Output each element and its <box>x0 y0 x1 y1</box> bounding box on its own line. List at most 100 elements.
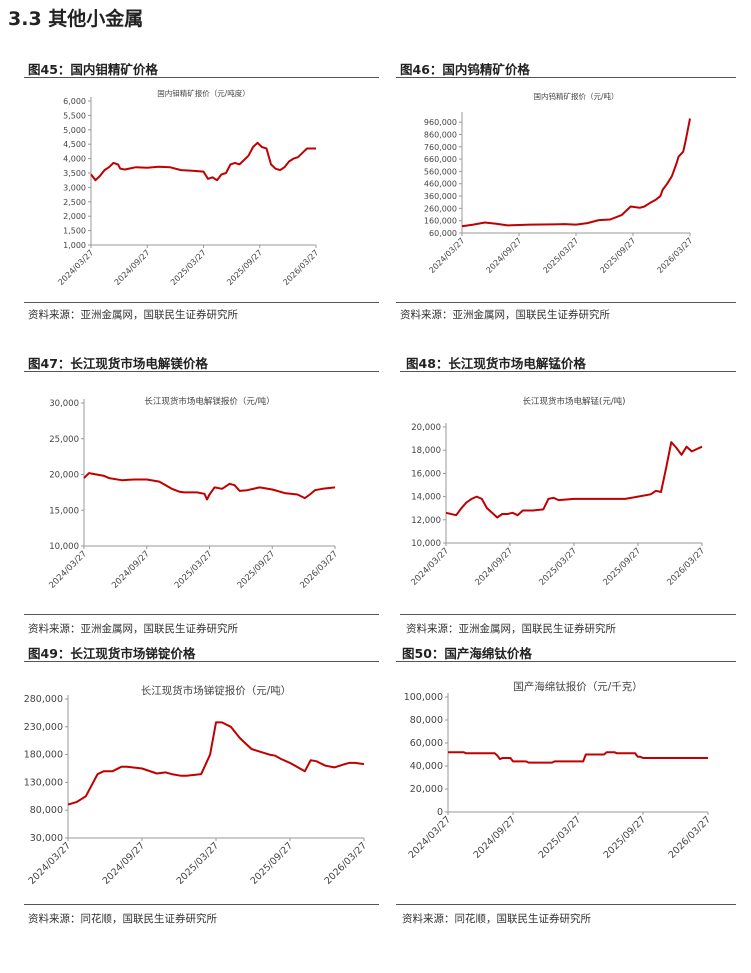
section-title: 3.3 其他小金属 <box>8 8 144 30</box>
magnesium-chart: 长江现货市场电解镁报价（元/吨） 30,000 25,000 20,000 15,000… <box>47 396 340 591</box>
y-tick-label: 1,500 <box>63 227 86 236</box>
y-tick-label: 2,500 <box>63 198 86 207</box>
y-tick-label: 25,000 <box>49 435 79 445</box>
series-line <box>445 441 703 519</box>
series-line <box>461 118 691 228</box>
x-tick-label: 2024/09/27 <box>110 549 152 591</box>
y-tick-label: 4,500 <box>63 140 86 149</box>
y-tick-label: 60,000 <box>429 229 457 238</box>
series-line <box>448 751 708 764</box>
x-tick-label: 2025/09/27 <box>601 546 643 588</box>
x-tick-label: 2025/09/27 <box>598 236 637 275</box>
tungsten-chart: 国内钨精矿报价（元/吨） 960,000 860,000 760,000 660,000… <box>424 91 695 275</box>
y-tick-label: 230,000 <box>24 722 63 733</box>
x-tick-label: 2025/03/27 <box>537 546 579 588</box>
y-tick-label: 860,000 <box>424 130 457 139</box>
chart-title: 长江现货市场锑锭报价（元/吨） <box>141 684 292 697</box>
x-tick-label: 2024/09/27 <box>473 546 515 588</box>
chart-title: 长江现货市场电解镁报价（元/吨） <box>144 396 274 407</box>
y-tick-label: 0 <box>437 807 443 818</box>
y-tick-label: 2,000 <box>63 212 86 221</box>
x-tick-label: 2024/03/27 <box>27 840 74 887</box>
molybdenum-chart: 国内钼精矿报价（元/吨度） 6,000 5,500 5,000 4,500 4,000 3,… <box>56 88 320 287</box>
y-tick-label: 80,000 <box>410 715 443 726</box>
y-tick-label: 12,000 <box>411 516 441 526</box>
y-tick-label: 460,000 <box>424 180 457 189</box>
x-tick-label: 2026/03/27 <box>667 814 714 861</box>
figure-source: 资料来源：亚洲金属网，国联民生证券研究所 <box>406 623 616 635</box>
y-tick-label: 10,000 <box>49 542 79 552</box>
y-tick-label: 5,500 <box>63 111 86 120</box>
x-tick-label: 2025/03/27 <box>175 840 222 887</box>
y-tick-label: 3,000 <box>63 183 86 192</box>
y-tick-label: 20,000 <box>49 471 79 481</box>
x-tick-label: 2026/03/27 <box>665 546 707 588</box>
figure-rule <box>396 661 736 662</box>
figure-rule <box>400 614 736 615</box>
figure-title: 图47：长江现货市场电解镁价格 <box>28 356 208 371</box>
x-tick-label: 2024/03/27 <box>409 546 451 588</box>
y-tick-label: 560,000 <box>424 167 457 176</box>
y-tick-label: 30,000 <box>49 399 79 409</box>
y-tick-label: 100,000 <box>404 692 443 703</box>
y-tick-label: 760,000 <box>424 143 457 152</box>
figure-rule <box>24 302 379 303</box>
y-tick-label: 18,000 <box>411 446 441 456</box>
figure-rule <box>24 77 379 78</box>
y-tick-label: 3,500 <box>63 169 86 178</box>
x-tick-label: 2026/03/27 <box>298 549 340 591</box>
x-tick-label: 2024/03/27 <box>407 814 454 861</box>
figure-source: 资料来源：亚洲金属网，国联民生证券研究所 <box>400 309 610 321</box>
y-tick-label: 260,000 <box>424 204 457 213</box>
figure-title: 图45：国内钼精矿价格 <box>28 62 158 77</box>
chart-title: 长江现货市场电解锰(元/吨) <box>523 396 626 407</box>
x-tick-label: 2025/03/27 <box>169 248 208 287</box>
series-line <box>83 472 336 501</box>
x-tick-label: 2024/03/27 <box>427 236 466 275</box>
y-tick-label: 4,000 <box>63 155 86 164</box>
x-tick-label: 2025/03/27 <box>541 236 580 275</box>
figure-rule <box>24 371 379 372</box>
figure-source: 资料来源：亚洲金属网，国联民生证券研究所 <box>28 623 238 635</box>
titanium-sponge-chart: 国产海绵钛报价（元/千克） 100,000 80,000 60,000 40,000 20… <box>404 680 714 861</box>
figure-source: 资料来源：同花顺，国联民生证券研究所 <box>402 913 591 925</box>
figure-title: 图49：长江现货市场锑锭价格 <box>28 646 196 661</box>
x-tick-label: 2024/09/27 <box>472 814 519 861</box>
x-tick-label: 2024/03/27 <box>56 248 95 287</box>
x-tick-label: 2025/09/27 <box>225 248 264 287</box>
y-tick-label: 60,000 <box>410 738 443 749</box>
chart-title: 国内钼精矿报价（元/吨度） <box>157 88 250 98</box>
y-tick-label: 1,000 <box>63 241 86 250</box>
figure-rule <box>24 614 379 615</box>
y-tick-label: 960,000 <box>424 118 457 127</box>
y-tick-label: 130,000 <box>24 777 63 788</box>
x-tick-label: 2025/03/27 <box>537 814 584 861</box>
y-tick-label: 15,000 <box>49 506 79 516</box>
figure-source: 资料来源：亚洲金属网，国联民生证券研究所 <box>28 309 238 321</box>
x-tick-label: 2026/03/27 <box>655 236 694 275</box>
x-tick-label: 2026/03/27 <box>323 840 370 887</box>
y-tick-label: 660,000 <box>424 155 457 164</box>
x-tick-label: 2024/09/27 <box>113 248 152 287</box>
y-tick-label: 40,000 <box>410 761 443 772</box>
y-tick-label: 180,000 <box>24 750 63 761</box>
figure-rule <box>400 371 736 372</box>
y-tick-label: 280,000 <box>24 694 63 705</box>
x-tick-label: 2024/09/27 <box>484 236 523 275</box>
series-line <box>67 721 365 806</box>
y-tick-label: 20,000 <box>411 423 441 433</box>
x-tick-label: 2025/09/27 <box>236 549 278 591</box>
x-tick-label: 2024/03/27 <box>47 549 89 591</box>
y-tick-label: 160,000 <box>424 217 457 226</box>
y-tick-label: 30,000 <box>30 833 63 844</box>
figure-title: 图50：国产海绵钛价格 <box>402 646 532 661</box>
figure-title: 图48：长江现货市场电解锰价格 <box>406 356 586 371</box>
x-tick-label: 2025/09/27 <box>602 814 649 861</box>
figure-rule <box>396 904 736 905</box>
x-tick-label: 2024/09/27 <box>101 840 148 887</box>
series-line <box>90 141 316 182</box>
figure-rule <box>396 77 736 78</box>
chart-title: 国内钨精矿报价（元/吨） <box>533 91 618 101</box>
x-tick-label: 2025/09/27 <box>249 840 296 887</box>
y-tick-label: 20,000 <box>410 784 443 795</box>
